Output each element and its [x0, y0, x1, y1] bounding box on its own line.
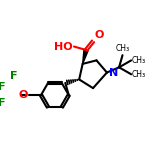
Text: O: O	[19, 90, 28, 100]
Text: CH₃: CH₃	[132, 70, 146, 79]
Text: N: N	[109, 67, 118, 78]
Polygon shape	[83, 49, 88, 64]
Text: CH₃: CH₃	[116, 44, 130, 54]
Text: F: F	[0, 82, 5, 92]
Text: F: F	[10, 71, 17, 81]
Text: HO: HO	[54, 41, 72, 52]
Text: O: O	[95, 30, 104, 40]
Text: CH₃: CH₃	[132, 56, 146, 65]
Text: F: F	[0, 98, 5, 108]
